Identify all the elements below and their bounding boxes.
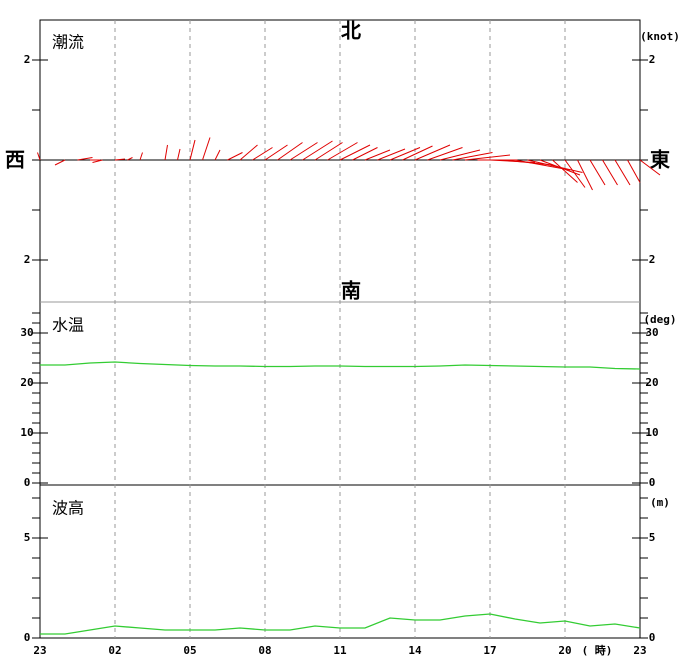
current-stick [202, 137, 211, 161]
y-tick-label: 0 [24, 476, 31, 489]
compass-north: 北 [341, 19, 361, 43]
y-tick-label: 2 [24, 53, 31, 66]
current-stick [302, 140, 333, 161]
current-stick [189, 139, 196, 161]
compass-west: 西 [5, 148, 25, 172]
panel-title: 波高 [52, 499, 84, 518]
current-stick [627, 159, 641, 183]
current-stick [614, 159, 631, 186]
current-stick [639, 159, 661, 176]
y-tick-label: 5 [24, 531, 31, 544]
current-stick [427, 147, 463, 161]
data-line [40, 361, 641, 370]
current-stick [239, 144, 258, 161]
x-axis-label: ( 時) [582, 643, 613, 657]
current-stick [364, 149, 391, 161]
y-tick-label: 20 [20, 376, 33, 389]
current-stick [37, 152, 41, 161]
y-tick-label: 2 [649, 53, 656, 66]
y-tick-label: 2 [24, 253, 31, 266]
x-tick-label: 23 [33, 644, 46, 657]
current-stick [164, 144, 168, 161]
compass-east: 東 [650, 148, 670, 172]
current-stick [577, 159, 593, 191]
y-tick-label: 10 [645, 426, 658, 439]
y-tick-label: 30 [20, 326, 33, 339]
x-tick-label: 23 [633, 644, 646, 657]
x-tick-label: 02 [108, 644, 121, 657]
current-stick [92, 159, 103, 163]
current-stick [464, 154, 511, 161]
y-tick-label: 5 [649, 531, 656, 544]
current-stick [114, 158, 126, 161]
current-stick [54, 159, 66, 166]
current-stick [264, 144, 288, 161]
current-stick [77, 157, 93, 161]
x-tick-label: 14 [408, 644, 422, 657]
current-stick [327, 142, 358, 161]
y-tick-label: 0 [24, 631, 31, 644]
y-tick-label: 0 [649, 476, 656, 489]
current-stick [252, 147, 273, 161]
current-stick [402, 145, 433, 161]
current-stick [552, 159, 578, 183]
frame [39, 19, 641, 639]
compass-south: 南 [341, 279, 361, 303]
panel-title: 潮流 [52, 33, 84, 52]
y-tick-label: 30 [645, 326, 658, 339]
current-stick [439, 149, 481, 161]
y-tick-label: 2 [649, 253, 656, 266]
current-stick [527, 159, 583, 173]
current-stick [452, 152, 493, 161]
current-stick [339, 144, 371, 161]
x-tick-label: 20 [558, 644, 571, 657]
panel-title: 水温 [52, 316, 84, 335]
current-stick [139, 152, 143, 161]
unit-label: (m) [650, 496, 670, 509]
y-tick-label: 0 [649, 631, 656, 644]
current-stick [602, 159, 618, 186]
current-stick [352, 147, 378, 161]
current-stick [589, 159, 606, 186]
current-stick [289, 142, 318, 161]
x-tick-label: 11 [333, 644, 347, 657]
current-stick [389, 147, 421, 161]
current-stick [227, 152, 243, 161]
current-stick [214, 149, 221, 161]
x-tick-label: 08 [258, 644, 271, 657]
current-stick [277, 142, 303, 161]
current-stick [177, 148, 181, 161]
current-stick [564, 159, 586, 188]
data-line [40, 613, 641, 635]
y-tick-label: 20 [645, 376, 658, 389]
current-stick [414, 144, 451, 161]
y-tick-label: 10 [20, 426, 33, 439]
x-tick-label: 17 [483, 644, 496, 657]
current-stick [377, 148, 406, 161]
unit-label: (knot) [640, 30, 680, 43]
x-tick-label: 05 [183, 644, 196, 657]
current-stick [539, 159, 581, 176]
unit-label: (deg) [643, 313, 676, 326]
current-stick [314, 142, 343, 161]
current-stick [127, 157, 133, 161]
